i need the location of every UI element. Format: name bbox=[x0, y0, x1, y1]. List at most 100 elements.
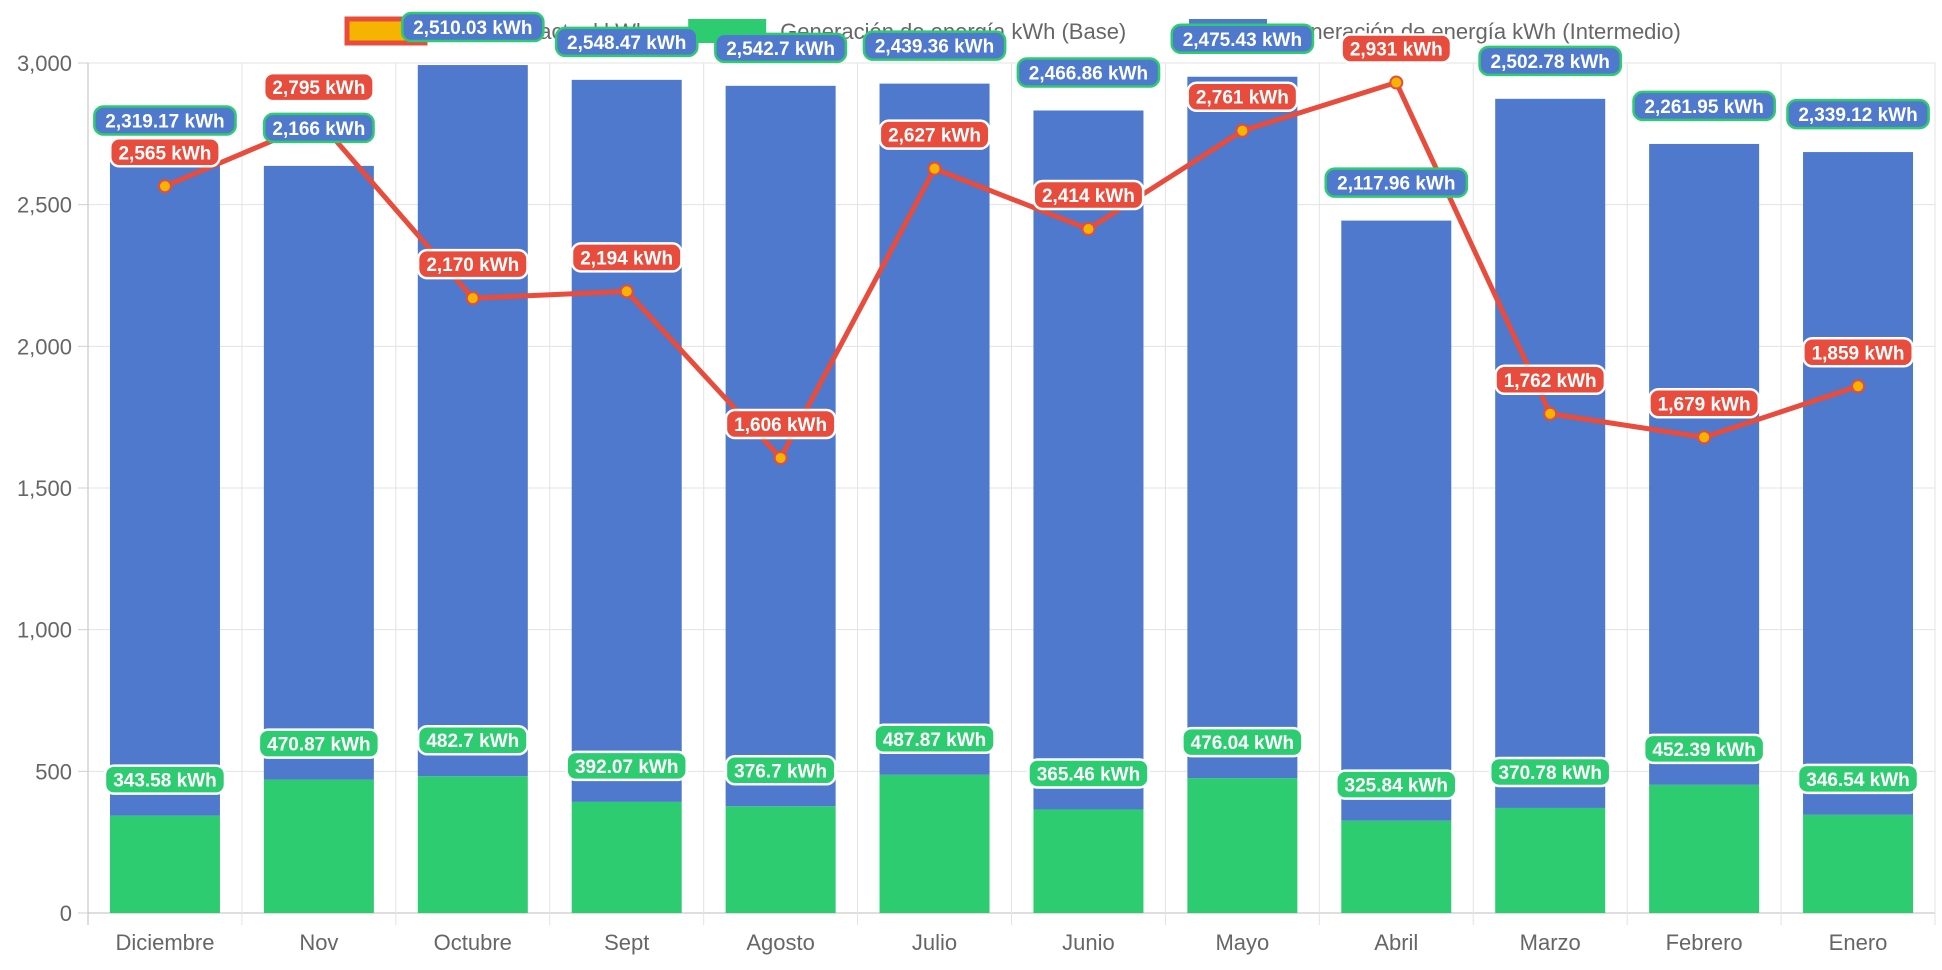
data-label-base-text: 487.87 kWh bbox=[883, 730, 987, 751]
data-label-intermedio-box bbox=[262, 112, 375, 144]
data-label-consumo-box bbox=[262, 71, 375, 103]
data-label-consumo: 2,414 kWh bbox=[1032, 179, 1145, 211]
consumption-point[interactable] bbox=[1543, 406, 1558, 421]
x-tick-label: Junio bbox=[1062, 930, 1115, 955]
data-label-base-text: 470.87 kWh bbox=[267, 735, 371, 756]
data-label-base-text: 370.78 kWh bbox=[1498, 763, 1602, 784]
data-label-consumo-text: 1,606 kWh bbox=[734, 415, 827, 436]
data-label-intermedio-text: 2,475.43 kWh bbox=[1183, 30, 1302, 51]
data-label-consumo-box bbox=[416, 248, 529, 280]
data-label-consumo-box bbox=[1494, 364, 1607, 396]
bar-base[interactable] bbox=[1649, 784, 1760, 913]
bar-base[interactable] bbox=[109, 815, 220, 913]
data-label-base: 476.04 kWh bbox=[1181, 726, 1304, 758]
data-label-base: 392.07 kWh bbox=[565, 750, 688, 782]
data-label-base: 343.58 kWh bbox=[103, 764, 227, 795]
data-label-base-text: 482.7 kWh bbox=[426, 731, 519, 752]
bar-base[interactable] bbox=[1187, 778, 1298, 913]
bar-intermedio[interactable] bbox=[1341, 220, 1452, 821]
bar-intermedio[interactable] bbox=[571, 79, 682, 802]
bar-intermedio[interactable] bbox=[263, 165, 374, 780]
data-label-consumo-text: 1,762 kWh bbox=[1504, 371, 1597, 392]
data-label-intermedio-text: 2,466.86 kWh bbox=[1029, 64, 1148, 85]
data-label-consumo-text: 2,795 kWh bbox=[272, 78, 365, 99]
data-label-consumo-box bbox=[1648, 388, 1761, 419]
data-label-intermedio-box bbox=[93, 105, 237, 136]
data-label-consumo-text: 2,170 kWh bbox=[426, 255, 519, 276]
bar-base[interactable] bbox=[571, 801, 682, 913]
data-label-consumo-box bbox=[109, 137, 221, 168]
x-tick-label: Sept bbox=[604, 930, 649, 955]
data-label-intermedio-box bbox=[1786, 98, 1930, 130]
data-label-consumo: 2,194 kWh bbox=[570, 242, 683, 273]
consumption-point[interactable] bbox=[1389, 75, 1404, 90]
data-label-consumo: 2,565 kWh bbox=[109, 137, 221, 168]
data-label-intermedio: 2,166 kWh bbox=[262, 112, 375, 144]
data-label-consumo-box bbox=[1186, 81, 1299, 112]
y-tick-label: 500 bbox=[35, 759, 72, 784]
data-label-base-box bbox=[1181, 726, 1304, 758]
data-label-intermedio: 2,466.86 kWh bbox=[1016, 57, 1161, 88]
data-label-intermedio-box bbox=[714, 32, 848, 64]
y-tick-label: 2,500 bbox=[17, 193, 72, 218]
consumption-point[interactable] bbox=[1697, 430, 1712, 445]
data-label-base-text: 476.04 kWh bbox=[1191, 733, 1295, 754]
data-label-intermedio-text: 2,117.96 kWh bbox=[1337, 174, 1455, 195]
bar-base[interactable] bbox=[1495, 807, 1606, 913]
bar-base[interactable] bbox=[879, 774, 990, 913]
data-label-base-text: 325.84 kWh bbox=[1345, 776, 1449, 797]
data-label-base: 370.78 kWh bbox=[1488, 756, 1612, 788]
data-label-intermedio: 2,510.03 kWh bbox=[400, 11, 545, 43]
bar-intermedio[interactable] bbox=[1649, 143, 1760, 785]
data-label-base-text: 365.46 kWh bbox=[1037, 764, 1141, 785]
data-label-base-box bbox=[1027, 758, 1150, 789]
consumption-point[interactable] bbox=[1851, 379, 1866, 394]
bar-intermedio[interactable] bbox=[417, 65, 528, 777]
x-tick-label: Marzo bbox=[1520, 930, 1581, 955]
data-label-consumo-box bbox=[1802, 337, 1914, 368]
consumption-point[interactable] bbox=[619, 284, 634, 299]
data-label-base: 487.87 kWh bbox=[873, 723, 996, 755]
consumption-point[interactable] bbox=[1235, 123, 1250, 138]
consumption-point[interactable] bbox=[773, 450, 788, 465]
consumption-point[interactable] bbox=[157, 179, 172, 194]
bar-base[interactable] bbox=[1803, 814, 1914, 913]
consumption-point[interactable] bbox=[1081, 222, 1096, 237]
bar-intermedio[interactable] bbox=[109, 158, 220, 816]
data-label-consumo-text: 1,859 kWh bbox=[1812, 343, 1905, 364]
bar-intermedio[interactable] bbox=[1187, 76, 1298, 779]
data-label-base: 452.39 kWh bbox=[1642, 733, 1766, 765]
data-label-base-box bbox=[724, 755, 837, 786]
x-tick-label: Mayo bbox=[1215, 930, 1269, 955]
data-label-base: 376.7 kWh bbox=[724, 755, 837, 786]
bar-intermedio[interactable] bbox=[725, 85, 836, 807]
x-tick-label: Enero bbox=[1829, 930, 1888, 955]
data-label-intermedio-text: 2,542.7 kWh bbox=[726, 39, 835, 60]
data-label-intermedio-text: 2,339.12 kWh bbox=[1798, 105, 1917, 126]
data-label-base-box bbox=[1642, 733, 1766, 765]
data-label-intermedio-text: 2,548.47 kWh bbox=[567, 33, 686, 54]
bar-base[interactable] bbox=[263, 779, 374, 913]
data-label-base-box bbox=[1488, 756, 1612, 788]
data-label-consumo-text: 2,565 kWh bbox=[118, 143, 211, 164]
consumption-point[interactable] bbox=[927, 161, 942, 176]
data-label-consumo-text: 2,931 kWh bbox=[1350, 40, 1443, 61]
y-tick-label: 2,000 bbox=[17, 334, 72, 359]
bar-base[interactable] bbox=[417, 776, 528, 913]
x-tick-label: Febrero bbox=[1666, 930, 1743, 955]
data-label-intermedio: 2,319.17 kWh bbox=[93, 105, 237, 136]
data-label-intermedio-text: 2,319.17 kWh bbox=[105, 112, 224, 133]
bar-intermedio[interactable] bbox=[1803, 152, 1914, 815]
bar-base[interactable] bbox=[725, 806, 836, 913]
consumption-point[interactable] bbox=[465, 291, 480, 306]
legend[interactable]: Consumo actual kWhGeneración de energía … bbox=[344, 16, 1681, 46]
x-tick-label: Julio bbox=[912, 930, 957, 955]
data-label-base: 470.87 kWh bbox=[257, 728, 381, 759]
data-label-consumo-text: 1,679 kWh bbox=[1658, 394, 1751, 415]
x-tick-label: Agosto bbox=[746, 930, 815, 955]
bar-base[interactable] bbox=[1033, 809, 1144, 913]
bar-intermedio[interactable] bbox=[879, 83, 990, 775]
bar-intermedio[interactable] bbox=[1495, 98, 1606, 808]
bar-base[interactable] bbox=[1341, 820, 1452, 913]
